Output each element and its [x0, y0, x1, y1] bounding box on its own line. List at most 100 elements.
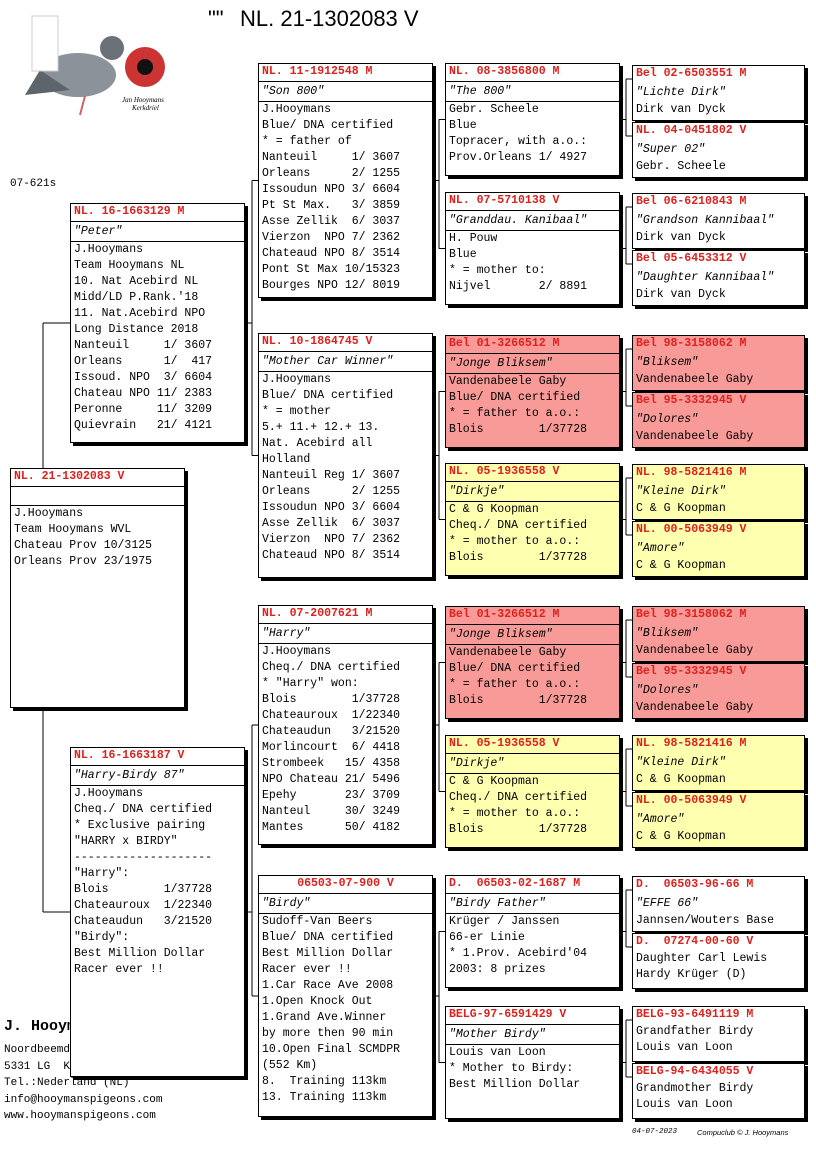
text-line: J.Hooymans — [74, 787, 144, 800]
lines: J.Hooymans Blue/ DNA certified * = mother 5… — [259, 372, 432, 564]
pigeon-name: "Dirkje" — [446, 754, 619, 774]
ring-number: NL. 11-1912548 M — [259, 64, 432, 82]
text-line: Nanteuil 1/ 3607 — [262, 151, 401, 164]
text-line: * Mother to Birdy: — [449, 1062, 574, 1075]
pedigree-box: Bel 95-3332945 V "Dolores" Vandenabeele Ga… — [632, 392, 805, 448]
text-line: * = mother — [262, 405, 332, 418]
ring-number: D. 06503-02-1687 M — [446, 876, 619, 894]
text-line: Jannsen/Wouters Base — [636, 914, 775, 927]
text-line: "Harry": — [74, 867, 130, 880]
ring-number: NL. 08-3856800 M — [446, 64, 619, 82]
text-line: Racer ever !! — [74, 963, 164, 976]
title: NL. 21-1302083 V — [240, 6, 419, 31]
text-line: J.Hooymans — [262, 645, 332, 658]
text-line: Blue — [449, 119, 477, 132]
text-line: Gebr. Scheele — [449, 103, 539, 116]
ring-number: Bel 05-6453312 V — [636, 252, 747, 265]
pedigree-box: NL. 10-1864745 V "Mother Car Winner" J.Hoo… — [258, 333, 433, 578]
text-line: Midd/LD P.Rank.'18 — [74, 291, 199, 304]
ring-number: Bel 06-6210843 M — [636, 195, 747, 208]
pedigree-box: NL. 07-2007621 M "Harry" J.Hooymans Cheq./ … — [258, 605, 433, 845]
pigeon-name: "Birdy Father" — [446, 894, 619, 914]
pigeon-name: "Bliksem" — [636, 356, 699, 369]
lines: Gebr. Scheele — [633, 159, 804, 175]
text-line: Blois 1/37728 — [74, 883, 213, 896]
text-line: Vierzon NPO 7/ 2362 — [262, 231, 401, 244]
pedigree-box: D. 06503-96-66 M "EFFE 66" Jannsen/Wouters… — [632, 876, 805, 932]
text-line: Grandfather Birdy — [636, 1025, 754, 1038]
text-line: Cheq./ DNA certified — [262, 661, 401, 674]
text-line: Vandenabeele Gaby — [636, 701, 754, 714]
text-line: Nijvel 2/ 8891 — [449, 280, 588, 293]
eye-pupil — [137, 59, 153, 75]
text-line: Blois 1/37728 — [449, 694, 588, 707]
text-line: 1.Open Knock Out — [262, 995, 373, 1008]
pigeon-name: "Harry-Birdy 87" — [71, 766, 244, 786]
text-line: Chateauroux 1/22340 — [262, 709, 401, 722]
text-line: -------------------- — [74, 851, 213, 864]
pedigree-box: NL. 04-0451802 V "Super 02" Gebr. Scheele — [632, 122, 805, 178]
text-line: 10.Open Final SCMDPR — [262, 1043, 401, 1056]
text-line: Cheq./ DNA certified — [449, 791, 588, 804]
text-line: C & G Koopman — [636, 830, 726, 843]
text-line: C & G Koopman — [449, 503, 539, 516]
pigeon-name: "Jonge Bliksem" — [446, 354, 619, 374]
logo-caption: Jan Hooymans — [122, 96, 164, 104]
ring-number: Bel 95-3332945 V — [636, 394, 747, 407]
text-line: Dirk van Dyck — [636, 288, 726, 301]
ring-number: NL. 21-1302083 V — [11, 469, 184, 487]
pigeon-name: "Dolores" — [636, 413, 699, 426]
text-line: Nat. Acebird all — [262, 437, 373, 450]
pigeon-name: "The 800" — [446, 82, 619, 102]
lines: C & G Koopman — [633, 501, 804, 517]
text-line: Nanteuil 1/ 3607 — [74, 339, 213, 352]
text-line: by more then 90 min — [262, 1027, 394, 1040]
pedigree-box: Bel 02-6503551 M "Lichte Dirk" Dirk van Dy… — [632, 65, 805, 121]
ring-number: Bel 98-3158062 M — [636, 608, 747, 621]
pigeon-name: "EFFE 66" — [636, 897, 699, 910]
text-line: Blois 1/37728 — [449, 423, 588, 436]
text-line: Chateauroux 1/22340 — [74, 899, 213, 912]
ring-number: Bel 02-6503551 M — [636, 67, 747, 80]
text-line: * = father of — [262, 135, 352, 148]
text-line: (552 Km) — [262, 1059, 318, 1072]
text-line: 66-er Linie — [449, 931, 525, 944]
text-line: Issoud. NPO 3/ 6604 — [74, 371, 213, 384]
pedigree-box: BELG-93-6491119 M Grandfather Birdy Louis … — [632, 1006, 805, 1062]
lines: J.Hooymans Team Hooymans NL 10. Nat Acebir… — [71, 242, 244, 434]
text-line: Blois 1/37728 — [449, 551, 588, 564]
text-line: Daughter Carl Lewis — [636, 952, 768, 965]
ring-number: NL. 10-1864745 V — [259, 334, 432, 352]
text-line: H. Pouw — [449, 232, 498, 245]
ring-number: Bel 98-3158062 M — [636, 337, 747, 350]
text-line: 13. Training 113km — [262, 1091, 387, 1104]
lines: C & G Koopman — [633, 558, 804, 574]
pigeon-name: "Lichte Dirk" — [636, 86, 726, 99]
lines: Krüger / Janssen 66-er Linie * 1.Prov. Ace… — [446, 914, 619, 978]
lines: Daughter Carl Lewis Hardy Krüger (D) — [633, 951, 804, 983]
text-line: Prov.Orleans 1/ 4927 — [449, 151, 588, 164]
text-line: Asse Zellik 6/ 3037 — [262, 517, 401, 530]
pigeon-name: "Kleine Dirk" — [636, 756, 726, 769]
text-line: * "Harry" won: — [262, 677, 359, 690]
text-line: Bourges NPO 12/ 8019 — [262, 279, 401, 292]
pedigree-box: Bel 98-3158062 M "Bliksem" Vandenabeele Ga… — [632, 335, 805, 391]
title-quotes: "" — [208, 6, 224, 31]
text-line: Morlincourt 6/ 4418 — [262, 741, 401, 754]
lines: C & G Koopman Cheq./ DNA certified * = mot… — [446, 502, 619, 566]
ring-number: NL. 05-1936558 V — [446, 464, 619, 482]
text-line: C & G Koopman — [636, 502, 726, 515]
text-line: Blois 1/37728 — [449, 823, 588, 836]
text-line: Gebr. Scheele — [636, 160, 726, 173]
lines: Jannsen/Wouters Base — [633, 913, 804, 929]
text-line: Quievrain 21/ 4121 — [74, 419, 213, 432]
text-line: Asse Zellik 6/ 3037 — [262, 215, 401, 228]
pigeon-name: "Amore" — [636, 542, 685, 555]
text-line: Chateaud NPO 8/ 3514 — [262, 247, 401, 260]
text-line: Blue — [449, 248, 477, 261]
text-line: Best Million Dollar — [449, 1078, 581, 1091]
text-line: Louis van Loon — [636, 1041, 733, 1054]
ring-number: NL. 05-1936558 V — [446, 736, 619, 754]
date: 04-07-2023 — [632, 1128, 678, 1136]
